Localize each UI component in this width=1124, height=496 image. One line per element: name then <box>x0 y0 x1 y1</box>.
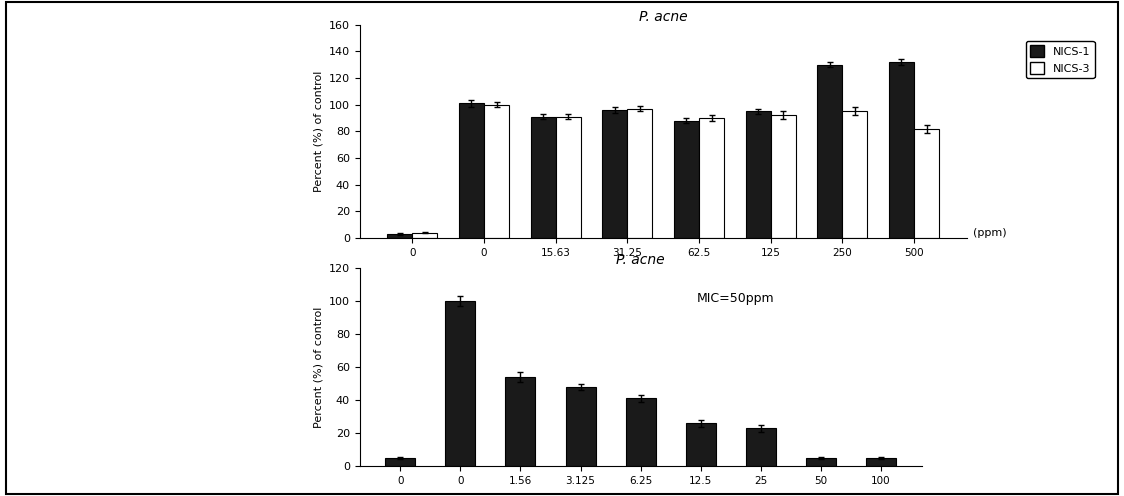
Bar <box>817 65 842 238</box>
Bar <box>484 105 509 238</box>
Bar <box>674 121 699 238</box>
Bar <box>686 423 716 466</box>
Bar <box>531 117 555 238</box>
Bar <box>386 458 415 466</box>
Bar <box>699 118 724 238</box>
Text: MIC=50ppm: MIC=50ppm <box>697 292 774 305</box>
Y-axis label: Percent (%) of control: Percent (%) of control <box>314 307 324 428</box>
Text: (ppm): (ppm) <box>972 228 1006 238</box>
Legend: NICS-1, NICS-3: NICS-1, NICS-3 <box>1026 41 1095 78</box>
Bar <box>602 110 627 238</box>
Bar <box>413 233 437 238</box>
Bar <box>745 112 771 238</box>
Bar <box>445 301 475 466</box>
Bar <box>842 112 868 238</box>
Bar <box>627 109 652 238</box>
Bar <box>867 458 896 466</box>
Title: P. acne: P. acne <box>616 252 665 267</box>
Title: P. acne: P. acne <box>638 9 688 24</box>
Bar <box>506 377 535 466</box>
Bar <box>889 62 914 238</box>
Bar <box>565 387 596 466</box>
Bar <box>806 458 836 466</box>
Bar <box>746 428 776 466</box>
Bar <box>459 104 484 238</box>
Bar <box>626 398 655 466</box>
Y-axis label: Percent (%) of control: Percent (%) of control <box>314 71 324 192</box>
Bar <box>914 129 939 238</box>
Bar <box>555 117 581 238</box>
Bar <box>388 234 413 238</box>
Bar <box>771 116 796 238</box>
